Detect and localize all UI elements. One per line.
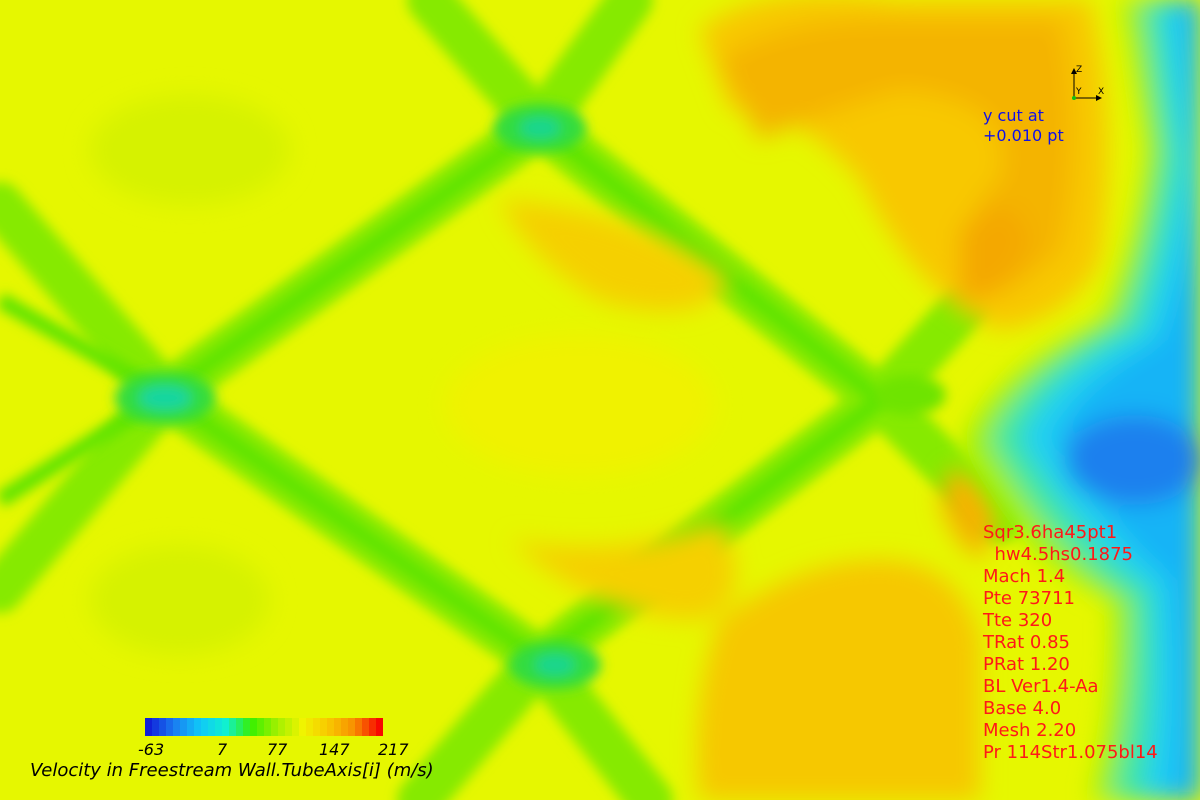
legend-color-step [334,718,342,736]
case-line: Tte 320 [983,610,1053,631]
legend-tick-label: -63 [138,740,165,759]
legend-color-step [194,718,202,736]
legend-color-step [376,718,383,736]
color-legend-bar [145,718,383,736]
legend-color-step [369,718,377,736]
legend-tick-label: 7 [217,740,228,759]
legend-color-step [229,718,237,736]
legend-color-step [145,718,153,736]
legend-color-step [285,718,293,736]
legend-color-step [208,718,216,736]
case-line: Pr 114Str1.075bl14 [983,742,1158,763]
case-line: BL Ver1.4-Aa [983,676,1099,697]
legend-color-step [264,718,272,736]
legend-color-step [215,718,223,736]
legend-tick-label: 77 [267,740,288,759]
case-line: PRat 1.20 [983,654,1070,675]
cut-plane-line: +0.010 pt [983,126,1064,145]
color-legend-ticks: -63 7 77 147 217 [130,740,420,760]
legend-color-step [173,718,181,736]
case-line: Base 4.0 [983,698,1062,719]
case-line: Pte 73711 [983,588,1075,609]
legend-tick-label: 217 [378,740,409,759]
case-line: Sqr3.6ha45pt1 [983,522,1118,543]
legend-color-step [355,718,363,736]
legend-color-step [257,718,265,736]
legend-color-step [250,718,258,736]
legend-color-step [292,718,300,736]
legend-color-step [180,718,188,736]
legend-color-step [166,718,174,736]
legend-color-step [243,718,251,736]
legend-color-step [327,718,335,736]
legend-color-step [362,718,370,736]
case-line: Mach 1.4 [983,566,1066,587]
axis-z-label: Z [1076,65,1083,75]
legend-color-step [306,718,314,736]
color-legend-title: Velocity in Freestream Wall.TubeAxis[i] … [30,760,434,781]
legend-color-step [159,718,167,736]
axis-y-label: Y [1076,87,1082,97]
axis-x-label: X [1098,87,1105,97]
legend-color-step [222,718,230,736]
legend-color-step [341,718,349,736]
legend-color-step [320,718,328,736]
case-parameters: Sqr3.6ha45pt1 hw4.5hs0.1875 Mach 1.4 Pte… [983,522,1158,764]
legend-color-step [152,718,160,736]
case-line: Mesh 2.20 [983,720,1077,741]
legend-tick-label: 147 [319,740,350,759]
legend-color-step [187,718,195,736]
legend-color-step [236,718,244,736]
cut-plane-line: y cut at [983,106,1044,125]
legend-color-step [348,718,356,736]
case-line: TRat 0.85 [983,632,1070,653]
case-line: hw4.5hs0.1875 [983,544,1133,565]
axis-triad: Z Y X [1060,62,1120,106]
legend-color-step [299,718,307,736]
cut-plane-label: y cut at +0.010 pt [983,106,1064,146]
legend-color-step [313,718,321,736]
legend-color-step [201,718,209,736]
legend-color-step [271,718,279,736]
legend-color-step [278,718,286,736]
